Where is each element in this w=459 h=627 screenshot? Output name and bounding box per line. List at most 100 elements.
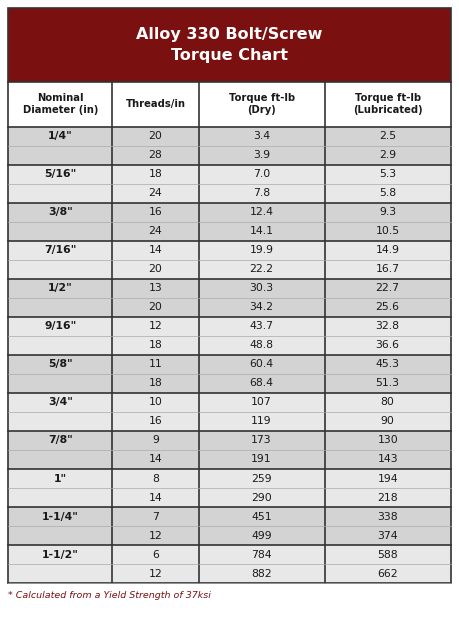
Text: 374: 374	[377, 530, 398, 540]
Text: 194: 194	[377, 473, 398, 483]
Text: 5/8": 5/8"	[48, 359, 73, 369]
Bar	[8, 488, 451, 507]
Text: Threads/in: Threads/in	[125, 99, 185, 109]
Text: 20: 20	[148, 131, 162, 141]
Text: 7/16": 7/16"	[44, 245, 77, 255]
Text: 80: 80	[381, 398, 395, 408]
Text: 20: 20	[148, 265, 162, 274]
Text: 28: 28	[149, 150, 162, 160]
Text: 290: 290	[251, 493, 272, 502]
Bar	[8, 317, 451, 336]
Bar	[8, 127, 451, 145]
Bar	[8, 260, 451, 279]
Text: 451: 451	[251, 512, 272, 522]
Text: 5.3: 5.3	[379, 169, 396, 179]
Bar	[8, 8, 451, 82]
Bar	[8, 184, 451, 203]
Text: 14: 14	[149, 455, 162, 465]
Text: 16: 16	[149, 416, 162, 426]
Text: Torque ft-lb
(Lubricated): Torque ft-lb (Lubricated)	[353, 93, 422, 115]
Text: 24: 24	[149, 188, 162, 198]
Text: Alloy 330 Bolt/Screw
Torque Chart: Alloy 330 Bolt/Screw Torque Chart	[136, 26, 323, 63]
Text: 119: 119	[251, 416, 272, 426]
Text: 3/8": 3/8"	[48, 208, 73, 217]
Bar	[8, 526, 451, 545]
Bar	[8, 222, 451, 241]
Text: Torque ft-lb
(Dry): Torque ft-lb (Dry)	[229, 93, 295, 115]
Text: 218: 218	[377, 493, 398, 502]
Bar	[8, 412, 451, 431]
Text: 16.7: 16.7	[375, 265, 400, 274]
Bar	[8, 393, 451, 412]
Text: 12: 12	[149, 569, 162, 579]
Text: 18: 18	[149, 169, 162, 179]
Text: 259: 259	[251, 473, 272, 483]
Bar	[8, 336, 451, 355]
Bar	[8, 355, 451, 374]
Text: 6: 6	[152, 550, 159, 559]
Text: 19.9: 19.9	[250, 245, 274, 255]
Bar	[8, 469, 451, 488]
Text: 13: 13	[149, 283, 162, 293]
Text: 130: 130	[377, 436, 398, 445]
Text: 3.9: 3.9	[253, 150, 270, 160]
Text: 34.2: 34.2	[250, 302, 274, 312]
Text: 12: 12	[149, 322, 162, 331]
Text: 3/4": 3/4"	[48, 398, 73, 408]
Text: 43.7: 43.7	[250, 322, 274, 331]
Text: * Calculated from a Yield Strength of 37ksi: * Calculated from a Yield Strength of 37…	[8, 591, 211, 599]
Text: 3.4: 3.4	[253, 131, 270, 141]
Text: 20: 20	[148, 302, 162, 312]
Text: 8: 8	[152, 473, 159, 483]
Text: 784: 784	[251, 550, 272, 559]
Text: 16: 16	[149, 208, 162, 217]
Text: 24: 24	[149, 226, 162, 236]
Bar	[8, 203, 451, 222]
Text: 22.7: 22.7	[375, 283, 400, 293]
Text: 7.0: 7.0	[253, 169, 270, 179]
Text: 11: 11	[149, 359, 162, 369]
Text: 22.2: 22.2	[250, 265, 274, 274]
Text: 1-1/2": 1-1/2"	[42, 550, 78, 559]
Bar	[8, 431, 451, 450]
Text: 32.8: 32.8	[375, 322, 400, 331]
Bar	[8, 279, 451, 298]
Text: 107: 107	[251, 398, 272, 408]
Text: 5.8: 5.8	[379, 188, 396, 198]
Text: 10: 10	[148, 398, 162, 408]
Text: 191: 191	[251, 455, 272, 465]
Text: 25.6: 25.6	[375, 302, 400, 312]
Text: 48.8: 48.8	[250, 340, 274, 350]
Text: 14.1: 14.1	[250, 226, 274, 236]
Text: 1-1/4": 1-1/4"	[42, 512, 78, 522]
Text: 45.3: 45.3	[375, 359, 400, 369]
Text: 10.5: 10.5	[375, 226, 400, 236]
Text: 1": 1"	[54, 473, 67, 483]
Text: 499: 499	[251, 530, 272, 540]
Text: 9/16": 9/16"	[44, 322, 76, 331]
Text: 5/16": 5/16"	[44, 169, 76, 179]
Text: 173: 173	[251, 436, 272, 445]
Text: 60.4: 60.4	[250, 359, 274, 369]
Bar	[8, 82, 451, 127]
Text: 18: 18	[149, 340, 162, 350]
Text: 338: 338	[377, 512, 398, 522]
Text: 882: 882	[251, 569, 272, 579]
Text: 2.9: 2.9	[379, 150, 396, 160]
Text: 36.6: 36.6	[375, 340, 400, 350]
Text: 68.4: 68.4	[250, 379, 274, 388]
Text: 51.3: 51.3	[375, 379, 400, 388]
Text: 7/8": 7/8"	[48, 436, 73, 445]
Text: 143: 143	[377, 455, 398, 465]
Bar	[8, 241, 451, 260]
Text: 14: 14	[149, 493, 162, 502]
Text: 1/2": 1/2"	[48, 283, 73, 293]
Text: 588: 588	[377, 550, 398, 559]
Text: 9: 9	[152, 436, 159, 445]
Text: 30.3: 30.3	[250, 283, 274, 293]
Text: 14.9: 14.9	[375, 245, 400, 255]
Bar	[8, 564, 451, 583]
Bar	[8, 165, 451, 184]
Text: 1/4": 1/4"	[48, 131, 73, 141]
Text: 18: 18	[149, 379, 162, 388]
